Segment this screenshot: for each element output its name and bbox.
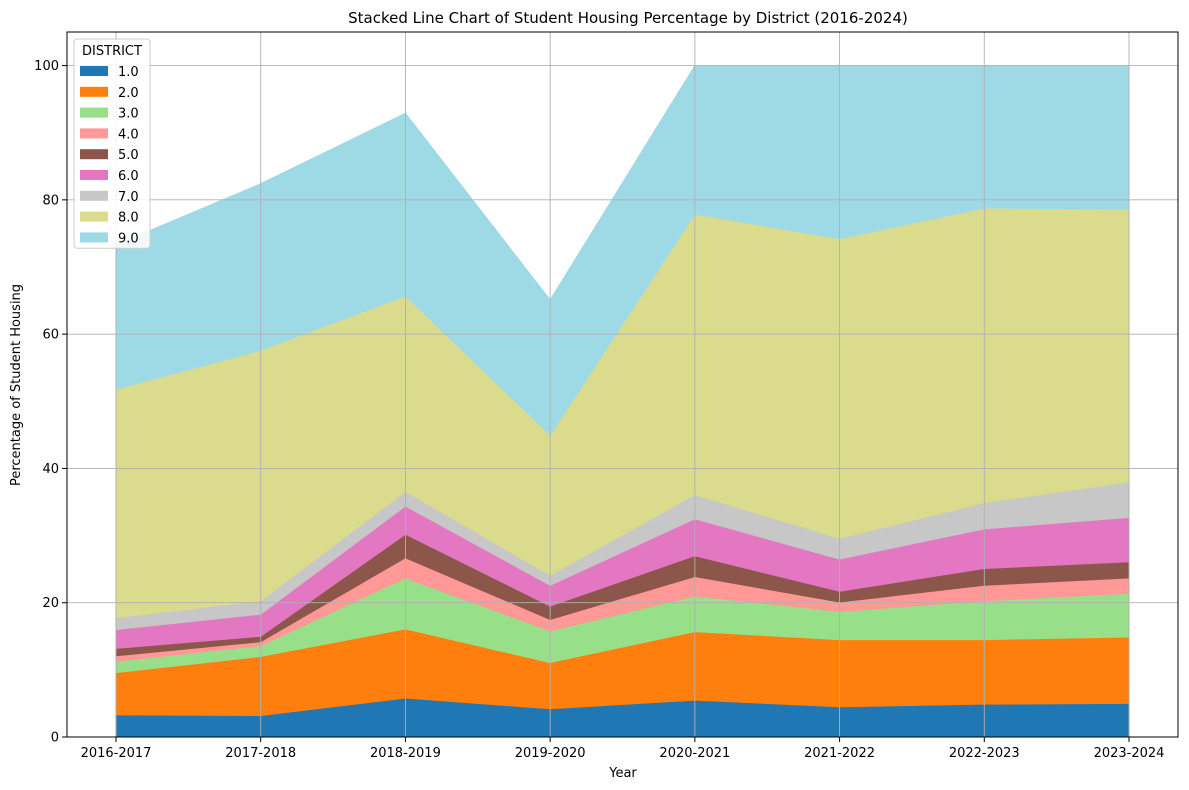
legend-entry: 6.0 [118,169,139,184]
legend-entry: 2.0 [118,86,139,101]
legend-title: DISTRICT [82,44,142,59]
y-tick-label: 80 [42,193,59,208]
x-tick-label: 2016-2017 [81,746,152,761]
legend-swatch [80,128,108,139]
legend-entry: 4.0 [118,127,139,142]
x-tick-label: 2017-2018 [225,746,296,761]
legend-entry: 8.0 [118,211,139,226]
y-tick-label: 100 [34,59,59,74]
legend-swatch [80,232,108,243]
plot-frame [66,31,1179,738]
axes: 2016-2017 2017-2018 2018-2019 2019-2020 2020… [34,31,1179,761]
legend-entry: 7.0 [118,190,139,205]
x-tick-label: 2023-2024 [1094,746,1165,761]
legend-swatch [80,66,108,76]
x-tick-label: 2019-2020 [515,746,586,761]
legend-swatch [80,211,108,222]
legend-swatch [80,190,108,201]
y-tick-label: 20 [42,596,59,611]
x-tick-label: 2020-2021 [659,746,730,761]
x-tick-label: 2021-2022 [804,746,875,761]
chart-title: Stacked Line Chart of Student Housing Pe… [348,9,908,27]
y-tick-label: 0 [51,731,59,746]
legend: DISTRICT 1.0 2.0 3.0 4.0 5.0 6.0 7.0 8.0 9.0 [73,38,151,249]
legend-entry: 9.0 [118,231,139,246]
legend-swatch [80,107,108,118]
legend-swatch [80,149,108,160]
legend-swatch [80,170,108,180]
legend-entry: 3.0 [118,107,139,122]
legend-entry: 1.0 [118,65,139,80]
x-tick-label: 2022-2023 [949,746,1020,761]
legend-entry: 5.0 [118,148,139,163]
y-axis-label: Percentage of Student Housing [9,284,24,486]
area-series [115,65,1130,738]
x-tick-label: 2018-2019 [370,746,441,761]
x-axis-label: Year [608,766,637,781]
legend-swatch [80,86,108,97]
y-tick-label: 60 [42,328,59,343]
y-tick-label: 40 [42,462,59,477]
